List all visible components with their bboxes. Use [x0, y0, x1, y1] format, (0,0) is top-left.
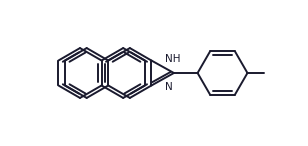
Text: N: N — [165, 82, 173, 92]
Text: NH: NH — [165, 54, 181, 64]
